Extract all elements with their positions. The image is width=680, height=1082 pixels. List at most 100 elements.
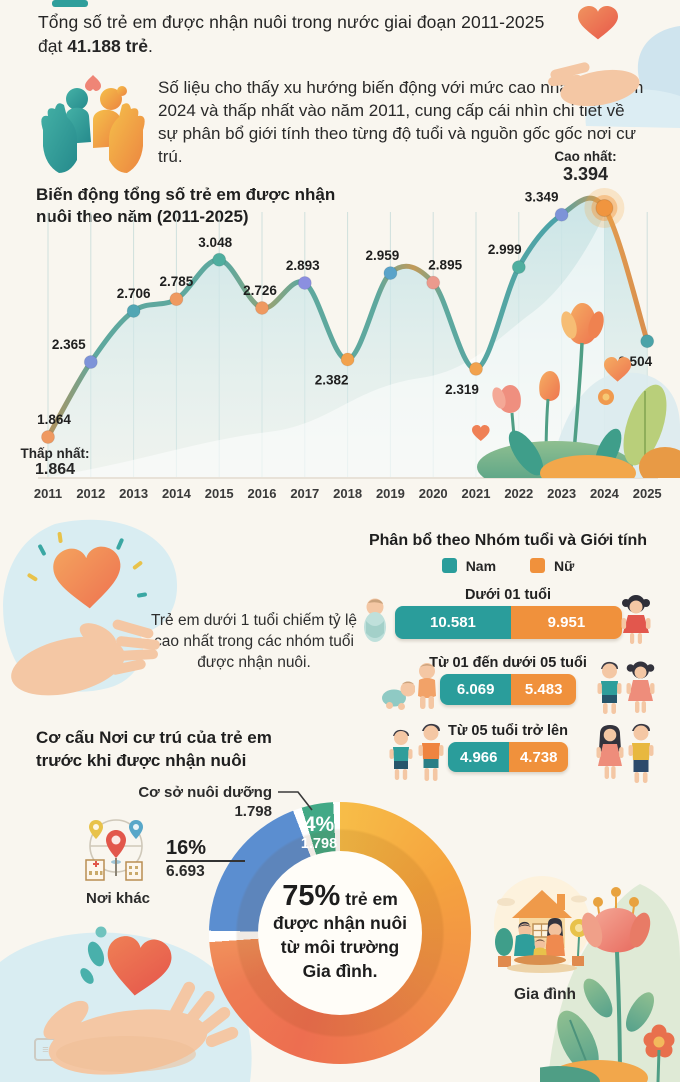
data-point bbox=[255, 300, 269, 315]
family-center-caption: trẻ em được nhận nuôi từ môi trường Gia … bbox=[273, 888, 407, 981]
value-label: 3.349 bbox=[525, 190, 559, 205]
bar-value-nam: 6.069 bbox=[440, 674, 512, 705]
data-point bbox=[340, 352, 355, 367]
girl-pigtails-icon bbox=[626, 661, 655, 713]
page-title-line2: đạt 41.188 trẻ. bbox=[38, 36, 558, 57]
top-tab-decor bbox=[52, 0, 88, 7]
facility-slice-percent: 4% bbox=[303, 813, 335, 836]
value-labels: 1.864 2.365 2.706 2.785 3.048 2.726 2.893 2.382… bbox=[37, 190, 652, 427]
bar-under-1: 10.581 9.951 bbox=[394, 606, 622, 639]
age-gender-section: Phân bổ theo Nhóm tuổi và Giới tính Nam … bbox=[358, 532, 658, 772]
girl-longhair-icon bbox=[596, 725, 624, 779]
data-point bbox=[126, 303, 141, 318]
legend-swatch-nam bbox=[441, 558, 457, 573]
other-label: Nơi khác bbox=[85, 890, 151, 907]
data-point bbox=[640, 334, 655, 349]
bar-1-to-5: 6.069 5.483 bbox=[440, 674, 576, 705]
bar-value-nu: 9.951 bbox=[511, 606, 622, 639]
category-1-to-5: Từ 01 đến dưới 05 tuổi bbox=[429, 655, 587, 671]
legend-label-nu: Nữ bbox=[554, 557, 575, 574]
facility-value: 1.798 bbox=[234, 803, 272, 820]
family-label: Gia đình bbox=[514, 986, 576, 1003]
hand-heart-mid-icon bbox=[11, 532, 160, 696]
tulip-flower bbox=[557, 887, 654, 1082]
boy-icon bbox=[597, 661, 622, 714]
boy-teal-icon bbox=[389, 729, 413, 780]
hand-shape bbox=[548, 62, 640, 107]
year-label: 2024 bbox=[590, 486, 620, 501]
data-points bbox=[41, 187, 655, 444]
year-label: 2013 bbox=[119, 486, 148, 501]
title-prefix: đạt bbox=[38, 36, 68, 56]
bar-value-nam: 10.581 bbox=[394, 606, 512, 639]
family-in-hands-icon bbox=[41, 75, 145, 173]
legend-swatch-nu bbox=[530, 558, 546, 573]
boy-orange-icon bbox=[418, 723, 444, 781]
year-label: 2015 bbox=[205, 486, 234, 501]
bottomright-flowers-decor bbox=[540, 887, 675, 1082]
year-label: 2019 bbox=[376, 486, 405, 501]
year-label: 2012 bbox=[76, 486, 105, 501]
age-gender-legend: Nam Nữ bbox=[358, 557, 658, 574]
value-label: 2.382 bbox=[315, 372, 349, 387]
facility-slice-label: 4% 1.798 bbox=[291, 814, 347, 853]
data-point bbox=[595, 198, 614, 217]
max-annotation-value: 3.394 bbox=[562, 164, 609, 184]
other-percent: 16% bbox=[166, 837, 207, 859]
year-label: 2022 bbox=[504, 486, 533, 501]
data-point bbox=[297, 275, 312, 290]
title-suffix: . bbox=[147, 36, 153, 56]
min-annotation-value: 1.864 bbox=[34, 461, 76, 478]
facility-label: Cơ sở nuôi dưỡng bbox=[138, 784, 272, 801]
min-annotation-label: Thấp nhất: bbox=[20, 446, 90, 461]
value-label: 2.893 bbox=[286, 258, 320, 273]
year-label: 2014 bbox=[162, 486, 192, 501]
value-label: 2.895 bbox=[428, 258, 462, 273]
data-point bbox=[41, 430, 55, 444]
hand-shadow bbox=[56, 1036, 196, 1072]
hand-heart-top-icon bbox=[548, 6, 640, 107]
location-pins-icon bbox=[85, 819, 143, 881]
hand-heart-bottom-icon bbox=[43, 926, 239, 1075]
heart-icon bbox=[107, 936, 172, 996]
trend-line bbox=[45, 195, 650, 440]
line-chart-title: Biến động tổng số trẻ em được nhận nuôi … bbox=[36, 185, 336, 226]
line-chart: 1.864 2.365 2.706 2.785 3.048 2.726 2.893 2.382… bbox=[34, 187, 662, 501]
donut-center: 75% trẻ em được nhận nuôi từ môi trường G… bbox=[258, 851, 422, 1015]
donut-center-text: 75% trẻ em được nhận nuôi từ môi trường G… bbox=[265, 881, 415, 983]
legend-label-nam: Nam bbox=[465, 557, 497, 574]
legend-item-nam: Nam bbox=[441, 557, 497, 574]
standing-baby-icon bbox=[418, 663, 436, 709]
boy-yellow-icon bbox=[628, 723, 654, 783]
data-point bbox=[212, 252, 227, 267]
data-point bbox=[426, 275, 441, 290]
legend-item-nu: Nữ bbox=[530, 558, 574, 574]
value-label: 2.726 bbox=[243, 283, 277, 298]
max-annotation-label: Cao nhất: bbox=[554, 149, 617, 164]
category-under-1: Dưới 01 tuổi bbox=[464, 587, 552, 603]
other-value: 6.693 bbox=[166, 863, 205, 880]
year-label: 2025 bbox=[633, 486, 662, 501]
total-count: 41.188 trẻ bbox=[67, 36, 148, 56]
white-wave-decor bbox=[48, 215, 604, 477]
chart-flowers-decor bbox=[472, 303, 680, 478]
value-label: 2.706 bbox=[117, 286, 151, 301]
small-flower bbox=[643, 1024, 675, 1082]
data-point bbox=[469, 361, 483, 376]
bar-value-nu: 5.483 bbox=[511, 674, 576, 705]
residence-title: Cơ cấu Nơi cư trú của trẻ em trước khi đ… bbox=[36, 728, 272, 770]
hand-shape bbox=[11, 619, 160, 696]
year-label: 2017 bbox=[290, 486, 319, 501]
year-label: 2020 bbox=[419, 486, 448, 501]
age-note: Trẻ em dưới 1 tuổi chiếm tỷ lệ cao nhất … bbox=[150, 612, 358, 671]
value-label: 2.959 bbox=[366, 248, 400, 263]
intro-paragraph: Số liệu cho thấy xu hướng biến động với … bbox=[158, 78, 644, 166]
year-labels: 2011 2012 2013 2014 2015 2016 2017 2018 2019 2020… bbox=[34, 486, 662, 501]
other-callout: 16% 6.693 bbox=[166, 838, 206, 881]
value-label: 2.785 bbox=[160, 274, 194, 289]
data-point bbox=[169, 292, 184, 307]
data-point bbox=[83, 355, 98, 370]
facility-slice-value: 1.798 bbox=[300, 836, 338, 852]
data-point bbox=[554, 207, 569, 222]
